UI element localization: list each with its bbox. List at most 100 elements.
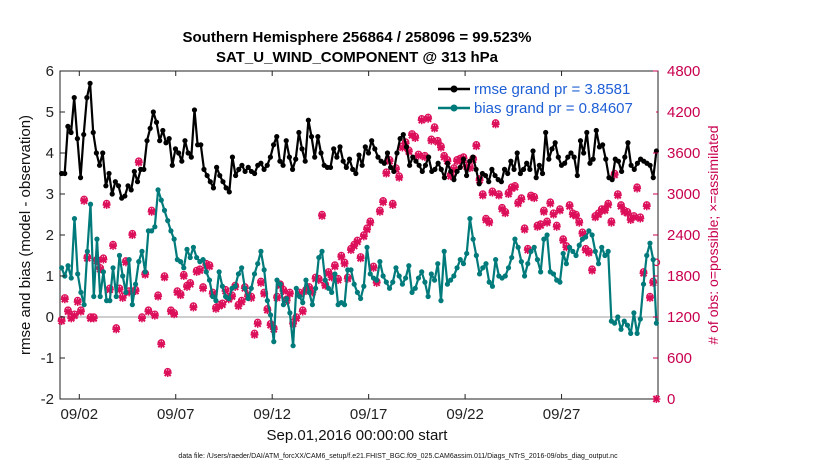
series-point-1 (84, 248, 90, 254)
series-point-1 (383, 279, 389, 285)
y-tick-label: -2 (41, 391, 54, 408)
series-point-0 (283, 138, 289, 144)
series-point-1 (258, 248, 264, 254)
series-point-0 (340, 158, 346, 164)
series-point-1 (538, 269, 544, 275)
series-point-0 (593, 127, 599, 134)
series-point-0 (448, 168, 454, 175)
series-point-0 (359, 162, 365, 168)
obs-assimilated-marker (250, 330, 259, 339)
series-point-0 (476, 181, 482, 187)
series-point-1 (341, 302, 348, 308)
series-point-1 (550, 271, 557, 277)
series-point-0 (280, 162, 286, 168)
x-tick-label: 09/27 (543, 406, 581, 423)
series-point-1 (611, 320, 618, 326)
series-point-0 (210, 185, 217, 191)
obs-assimilated-marker (510, 183, 519, 192)
series-point-1 (528, 248, 534, 254)
series-point-0 (422, 162, 429, 168)
series-point-0 (223, 185, 229, 191)
series-point-1 (91, 293, 97, 300)
series-lines-layer (58, 80, 660, 349)
obs-assimilated-marker (163, 369, 172, 378)
obs-assimilated-marker (363, 225, 372, 234)
series-point-0 (587, 160, 593, 166)
series-point-1 (332, 271, 338, 277)
series-point-1 (235, 271, 242, 277)
series-point-1 (566, 244, 573, 250)
obs-assimilated-marker (382, 169, 391, 178)
x-tick-label: 09/22 (446, 406, 484, 423)
y-tick-label: 2 (46, 227, 54, 244)
series-point-1 (412, 285, 418, 291)
obs-assimilated-marker (642, 202, 651, 211)
series-point-1 (451, 273, 457, 279)
series-point-1 (168, 228, 174, 234)
series-point-1 (316, 254, 322, 261)
series-point-0 (346, 156, 353, 162)
series-point-0 (514, 150, 520, 156)
series-point-0 (397, 136, 403, 142)
obs-assimilated-marker (340, 259, 349, 268)
series-point-1 (428, 271, 434, 277)
obs-assimilated-marker (552, 222, 561, 231)
legend-box (432, 78, 656, 116)
y-right-tick-label: 3000 (667, 186, 700, 203)
series-point-0 (631, 166, 637, 172)
series-point-1 (251, 271, 258, 277)
series-point-0 (286, 154, 292, 160)
obs-assimilated-marker (253, 319, 262, 328)
series-point-1 (599, 244, 605, 250)
series-point-0 (239, 162, 245, 168)
obs-assimilated-marker (298, 307, 307, 316)
series-point-0 (546, 156, 552, 162)
y-right-tick-label: 2400 (667, 227, 700, 244)
obs-assimilated-marker (189, 303, 198, 312)
series-point-1 (386, 285, 393, 291)
series-point-0 (115, 183, 122, 189)
series-point-0 (233, 172, 239, 179)
obs-assimilated-marker (205, 262, 214, 271)
series-point-1 (444, 281, 451, 287)
y-right-tick-label: 3600 (667, 145, 700, 162)
y-tick-label: 1 (46, 268, 54, 285)
series-point-0 (220, 179, 226, 185)
series-point-1 (271, 339, 277, 345)
series-point-0 (403, 144, 410, 150)
series-point-0 (581, 150, 587, 156)
series-point-1 (380, 273, 386, 279)
series-point-0 (251, 170, 258, 177)
series-point-0 (226, 189, 232, 195)
obs-assimilated-marker (395, 173, 404, 182)
series-point-0 (650, 175, 656, 181)
series-point-0 (125, 183, 131, 189)
series-point-0 (549, 146, 555, 152)
series-point-1 (284, 295, 290, 302)
series-point-1 (573, 252, 579, 259)
series-point-1 (422, 279, 428, 285)
series-point-0 (467, 158, 473, 164)
obs-assimilated-marker (237, 297, 246, 306)
series-point-1 (377, 259, 383, 265)
series-point-0 (571, 154, 577, 160)
series-point-1 (541, 236, 547, 242)
series-point-0 (444, 160, 451, 166)
series-point-1 (194, 254, 200, 261)
series-point-1 (470, 236, 476, 242)
obs-assimilated-marker (472, 142, 481, 151)
series-point-1 (595, 261, 602, 267)
series-point-1 (615, 314, 621, 320)
series-point-1 (653, 320, 659, 326)
series-point-1 (177, 259, 184, 265)
series-point-1 (267, 312, 274, 318)
series-point-0 (527, 166, 533, 172)
obs-assimilated-marker (318, 211, 327, 220)
y-tick-label: 3 (46, 186, 54, 203)
series-point-1 (563, 261, 569, 267)
series-point-1 (473, 252, 479, 259)
series-point-1 (348, 267, 354, 273)
obs-assimilated-marker (536, 221, 545, 230)
series-point-0 (625, 140, 631, 146)
